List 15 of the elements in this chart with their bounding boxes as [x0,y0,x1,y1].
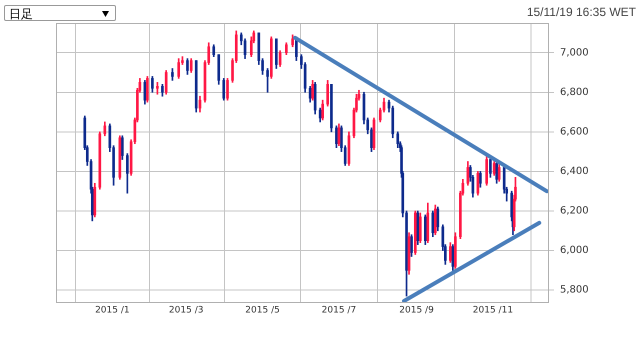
y-tick-label: 6,000 [560,245,589,256]
x-tick-label: 2015 /5 [245,306,280,316]
x-tick-label: 2015 /1 [95,306,130,316]
dropdown-field: 日足 [4,5,116,21]
y-tick-label: 6,200 [560,206,589,217]
x-tick-label: 2015 /3 [168,306,204,316]
x-tick-label: 2015 /7 [322,306,356,316]
y-tick-label: 6,400 [560,166,589,177]
x-tick-label: 2015 /9 [399,306,434,316]
x-tick-label: 2015 /11 [472,306,514,316]
y-tick-label: 5,800 [560,284,589,296]
y-tick-label: 6,800 [560,86,589,98]
y-tick-label: 7,000 [560,47,589,58]
text: 15/11/19 16:35 WET [526,5,636,19]
y-tick-label: 6,600 [560,126,589,138]
